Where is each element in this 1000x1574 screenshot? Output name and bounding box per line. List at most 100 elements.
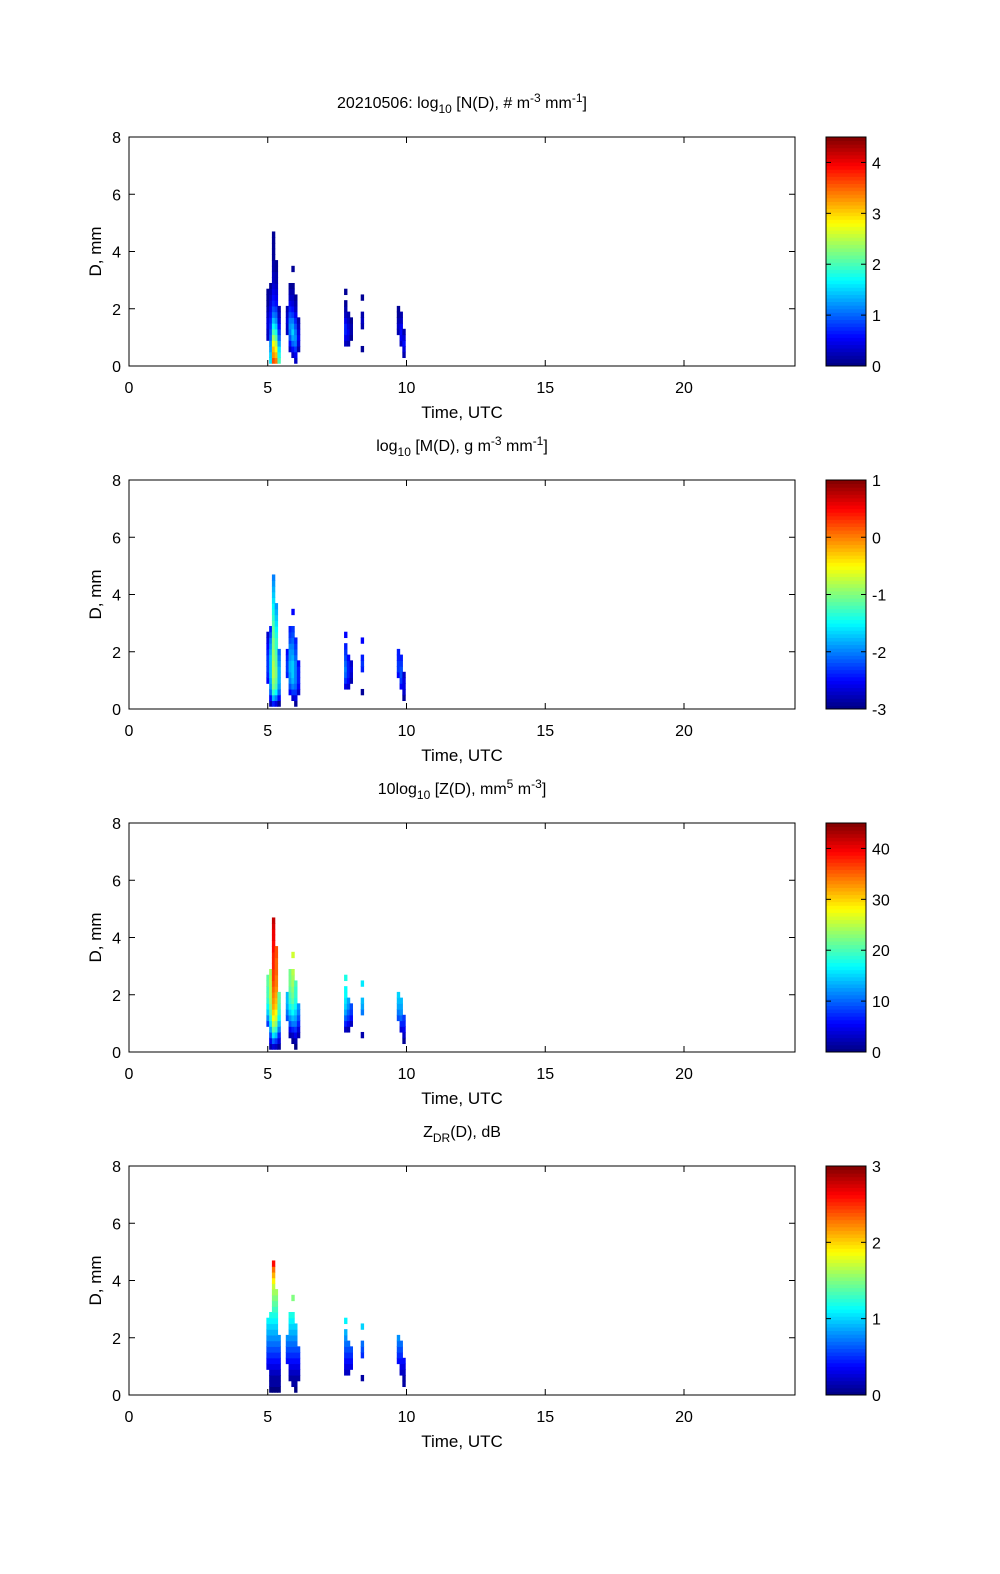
title-part: [N(D), # m (452, 95, 530, 112)
heatmap-cell (294, 660, 298, 667)
heatmap-cell (274, 1346, 279, 1353)
colorbar-segment (826, 333, 866, 338)
heatmap-cell (271, 940, 276, 947)
heatmap-cell (294, 986, 298, 993)
heatmap-cells (266, 1260, 406, 1393)
heatmap-cell (288, 683, 292, 690)
heatmap-cell (288, 300, 292, 307)
heatmap-cell (360, 311, 365, 318)
colorbar-segment (826, 237, 866, 242)
heatmap-cell (274, 666, 279, 673)
heatmap-cell (399, 311, 403, 318)
heatmap-cell (285, 660, 290, 667)
colorbar-segment (826, 569, 866, 574)
colorbar-segment (826, 1323, 866, 1328)
heatmap-cell (402, 1369, 406, 1376)
colorbar-segment (826, 880, 866, 885)
heatmap-cell (269, 643, 273, 650)
colorbar-segment (826, 501, 866, 506)
heatmap-cell (296, 328, 301, 336)
heatmap-cell (288, 997, 292, 1004)
heatmap-cell (291, 265, 295, 273)
title-part: (D), dB (450, 1124, 501, 1141)
heatmap-cell (294, 671, 298, 679)
colorbar-segment (826, 573, 866, 578)
colorbar-tick-label: 0 (872, 530, 881, 547)
heatmap-cell (296, 1363, 301, 1370)
heatmap-cell (274, 694, 279, 702)
colorbar-segment (826, 1044, 866, 1049)
colorbar-segment (826, 537, 866, 542)
heatmap-cell (294, 1334, 298, 1342)
heatmap-cells (266, 231, 406, 364)
colorbar-segment (826, 283, 866, 288)
heatmap-cell (399, 317, 403, 324)
heatmap-cell (294, 1357, 298, 1365)
heatmap-cell (344, 323, 348, 330)
y-tick-label: 0 (112, 702, 121, 719)
heatmap-cell (269, 1334, 273, 1342)
heatmap-cell (271, 625, 276, 633)
heatmap-cell (274, 620, 279, 627)
colorbar-segment (826, 855, 866, 860)
heatmap-cell (346, 654, 351, 661)
x-tick-label: 20 (675, 1409, 693, 1426)
colorbar-segment (826, 1298, 866, 1303)
colorbar-segment (826, 197, 866, 202)
heatmap-cell (266, 1003, 270, 1010)
colorbar-segment (826, 826, 866, 831)
x-tick-label: 0 (125, 380, 134, 397)
heatmap-cell (291, 666, 295, 673)
heatmap-cell (291, 694, 295, 702)
title-part: 10 (398, 445, 412, 459)
heatmap-cell (277, 317, 281, 324)
heatmap-cell (344, 1346, 348, 1353)
colorbar-segment (826, 1384, 866, 1389)
colorbar-segment (826, 201, 866, 206)
heatmap-cell (294, 1340, 298, 1347)
heatmap-cell (274, 1294, 279, 1302)
heatmap-cell (274, 677, 279, 684)
heatmap-cell (266, 1317, 270, 1325)
heatmap-cell (291, 323, 295, 330)
heatmap-cell (277, 1014, 281, 1022)
heatmap-cell (291, 328, 295, 336)
heatmap-cell (285, 1346, 290, 1353)
heatmap-cell (402, 334, 406, 341)
heatmap-cell (291, 648, 295, 656)
heatmap-cell (291, 643, 295, 650)
colorbar-segment (826, 315, 866, 320)
colorbar-segment (826, 948, 866, 953)
heatmap-cell (266, 1020, 270, 1027)
heatmap-cell (396, 1357, 401, 1365)
heatmap-cell (274, 1352, 279, 1359)
colorbar-segment (826, 222, 866, 227)
heatmap-cell (271, 282, 276, 290)
heatmap-cell (269, 1020, 273, 1027)
x-tick-label: 0 (125, 1066, 134, 1083)
colorbar-segment (826, 219, 866, 224)
heatmap-cell (291, 340, 295, 347)
colorbar-segment (826, 1219, 866, 1224)
heatmap-cell (291, 625, 295, 633)
colorbar-segment (826, 1023, 866, 1028)
heatmap-cell (399, 1363, 403, 1370)
heatmap-cell (271, 1003, 276, 1010)
heatmap-cell (344, 677, 348, 684)
colorbar-segment (826, 1169, 866, 1174)
heatmap-cell (288, 1334, 292, 1342)
colorbar-segment (826, 280, 866, 285)
heatmap-cell (399, 666, 403, 673)
colorbar-segment (826, 258, 866, 263)
heatmap-cell (285, 671, 290, 679)
colorbar-segment (826, 1212, 866, 1217)
heatmap-cell (291, 1026, 295, 1033)
colorbar-segment (826, 894, 866, 899)
colorbar-segment (826, 848, 866, 853)
heatmap-cell (277, 688, 281, 696)
heatmap-cell (344, 643, 348, 650)
colorbar-segment (826, 823, 866, 828)
colorbar-segment (826, 151, 866, 156)
heatmap-cell (288, 1323, 292, 1330)
heatmap-cell (274, 980, 279, 987)
